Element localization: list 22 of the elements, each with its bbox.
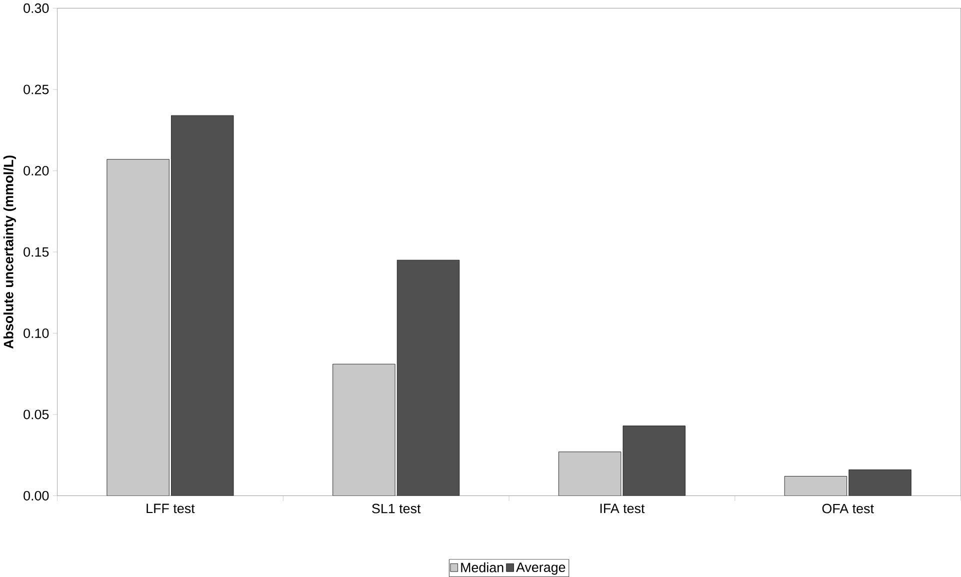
y-tick-label: 0.15 bbox=[24, 247, 49, 257]
x-tick-label: LFF test bbox=[146, 504, 195, 514]
legend-label: Average bbox=[516, 562, 566, 575]
legend-label: Median bbox=[461, 562, 504, 572]
y-tick-label: 0.10 bbox=[24, 328, 49, 338]
y-tick-label: 0.00 bbox=[24, 490, 49, 500]
bar bbox=[396, 260, 460, 496]
bar bbox=[332, 364, 396, 496]
y-tick-label: 0.25 bbox=[24, 84, 49, 94]
bar bbox=[171, 115, 234, 496]
x-tick-label: SL1 test bbox=[372, 504, 421, 514]
x-tick-label: OFA test bbox=[822, 504, 874, 514]
bar bbox=[848, 470, 912, 496]
y-tick-label: 0.30 bbox=[24, 3, 49, 13]
y-axis-title: Absolute uncertainty (mmol/L) bbox=[3, 156, 16, 349]
bar bbox=[106, 159, 170, 496]
bar bbox=[622, 426, 686, 496]
y-tick-label: 0.20 bbox=[24, 166, 49, 176]
x-tick-label: IFA test bbox=[600, 504, 645, 514]
bar bbox=[784, 476, 848, 496]
bar bbox=[558, 452, 622, 496]
y-tick-label: 0.05 bbox=[24, 410, 49, 420]
